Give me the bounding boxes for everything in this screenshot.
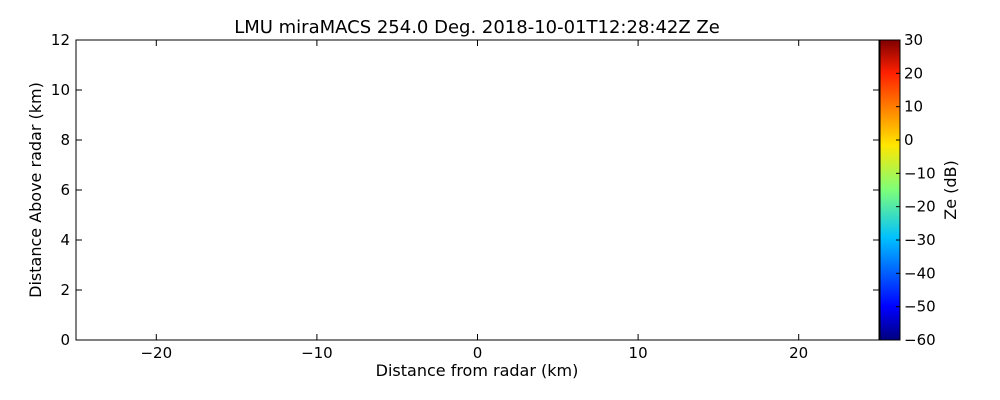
colorbar-tick-label: 10 [904, 98, 923, 116]
colorbar-tick-label: −10 [904, 164, 936, 182]
x-tick-label: 10 [629, 344, 648, 362]
x-tick-label: 20 [789, 344, 808, 362]
echo-region [132, 207, 253, 265]
colorbar-label: Ze (dB) [941, 160, 960, 220]
echo-region [445, 175, 502, 185]
colorbar-tick-label: 0 [904, 131, 914, 149]
y-tick-label: 8 [60, 131, 70, 149]
colorbar: 30 20 10 0 −10 −20 −30 −40 −50 −60 Ze (dB) [879, 31, 960, 349]
y-tick-label: 12 [51, 31, 70, 49]
echo-layer [132, 172, 799, 328]
x-axis-label: Distance from radar (km) [376, 361, 579, 380]
y-tick-label: 6 [60, 181, 70, 199]
colorbar-tick-label: −60 [904, 331, 936, 349]
y-axis: 0 2 4 6 8 10 12 [51, 31, 879, 349]
x-tick-label: −20 [140, 344, 172, 362]
y-tick-label: 10 [51, 81, 70, 99]
echo-region [252, 205, 430, 233]
echo-region [429, 227, 590, 245]
y-tick-label: 2 [60, 281, 70, 299]
echo-region [517, 172, 558, 183]
echo-region [469, 277, 486, 328]
colorbar-gradient [879, 39, 901, 341]
y-tick-label: 0 [60, 331, 70, 349]
chart-title: LMU miraMACS 254.0 Deg. 2018-10-01T12:28… [234, 17, 720, 38]
colorbar-tick-label: 30 [904, 31, 923, 49]
colorbar-tick-label: −50 [904, 298, 936, 316]
colorbar-tick-label: −20 [904, 198, 936, 216]
x-axis: −20 −10 0 10 20 [140, 40, 808, 362]
echo-region [605, 240, 687, 265]
colorbar-tick-label: −30 [904, 231, 936, 249]
plot-area [75, 39, 880, 341]
echo-region [734, 247, 799, 265]
colorbar-tick-label: −40 [904, 264, 936, 282]
y-axis-label: Distance Above radar (km) [26, 82, 45, 298]
x-tick-label: −10 [301, 344, 333, 362]
x-tick-label: 0 [473, 344, 483, 362]
colorbar-tick-label: 20 [904, 64, 923, 82]
y-tick-label: 4 [60, 231, 70, 249]
echo-region [597, 207, 759, 225]
colorbar-ticks: 30 20 10 0 −10 −20 −30 −40 −50 −60 [896, 31, 936, 349]
